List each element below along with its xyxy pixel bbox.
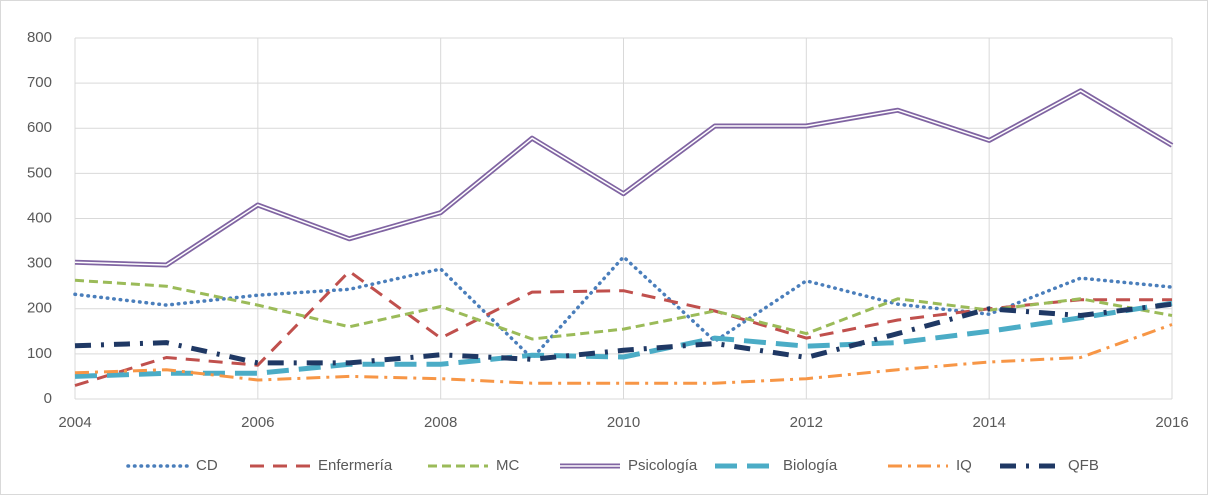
series-line-inner	[74, 90, 1173, 266]
x-tick-label: 2012	[790, 414, 823, 431]
series-line	[74, 300, 1173, 379]
y-tick-label: 600	[27, 119, 52, 136]
x-tick-label: 2008	[424, 414, 457, 431]
y-tick-label: 500	[27, 164, 52, 181]
legend-label: Psicología	[628, 457, 698, 474]
x-tick-label: 2016	[1155, 414, 1188, 431]
series-line	[74, 301, 1173, 366]
series-line	[73, 255, 1174, 361]
legend: CD Enfermería MC Psicología Biología IQ QFB	[126, 457, 1099, 474]
y-tick-label: 300	[27, 255, 52, 272]
y-tick-label: 700	[27, 74, 52, 91]
y-tick-label: 0	[44, 390, 52, 407]
legend-label: Biología	[783, 457, 838, 474]
x-tick-label: 2014	[972, 414, 1005, 431]
y-tick-label: 100	[27, 345, 52, 362]
y-tick-label: 800	[27, 29, 52, 46]
x-tick-label: 2006	[241, 414, 274, 431]
x-tick-label: 2010	[607, 414, 640, 431]
plot	[73, 88, 1174, 387]
legend-label: Enfermería	[318, 457, 393, 474]
y-tick-label: 200	[27, 300, 52, 317]
legend-label: MC	[496, 457, 519, 474]
legend-label: CD	[196, 457, 218, 474]
legend-label: QFB	[1068, 457, 1099, 474]
series-line	[74, 323, 1173, 385]
grid: 0 100 200 300 400 500 600 700 800 2004 2006 2008 201…	[27, 29, 1189, 431]
x-tick-label: 2004	[58, 414, 91, 431]
y-tick-label: 400	[27, 209, 52, 226]
legend-label: IQ	[956, 457, 972, 474]
